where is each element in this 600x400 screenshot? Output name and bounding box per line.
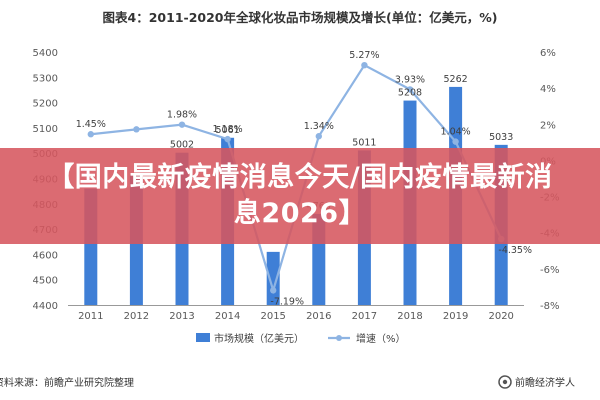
x-tick-label: 2014 <box>215 311 240 322</box>
x-tick-label: 2020 <box>488 311 513 322</box>
x-tick-label: 2019 <box>443 311 468 322</box>
data-label: 1.18% <box>213 124 243 135</box>
data-label: 1.98% <box>167 110 197 121</box>
y-left-tick-label: 4600 <box>33 250 58 261</box>
legend-swatch-bar <box>196 333 210 342</box>
growth-point <box>224 135 231 143</box>
data-label: 5033 <box>489 132 513 143</box>
y-left-tick-label: 5200 <box>33 99 58 110</box>
data-label: -7.19% <box>270 296 304 307</box>
growth-point <box>406 86 414 93</box>
x-tick-label: 2018 <box>397 311 422 322</box>
x-tick-label: 2011 <box>78 311 103 322</box>
y-left-tick-label: 4400 <box>33 301 58 312</box>
growth-point <box>361 61 368 69</box>
overlay-banner: 【国内最新疫情消息今天/国内疫情最新消息2026】 <box>0 148 600 244</box>
source-note: 资料来源：前瞻产业研究院整理 <box>0 376 134 389</box>
data-label: 5011 <box>352 137 376 148</box>
data-label: 5061 <box>216 125 240 136</box>
x-tick-label: 2013 <box>169 311 194 322</box>
data-label: 1.04% <box>441 127 471 138</box>
brand-logo: 前瞻经济学人 <box>498 375 575 389</box>
data-label: 5002 <box>170 140 194 151</box>
y-right-tick-label: 2% <box>540 120 556 131</box>
data-label: -4.35% <box>498 245 532 256</box>
brand-name: 前瞻经济学人 <box>515 376 575 389</box>
y-right-tick-label: -8% <box>540 301 559 312</box>
growth-point <box>133 126 140 133</box>
legend-label: 市场规模（亿美元） <box>214 332 304 345</box>
legend-swatch-point <box>336 335 342 341</box>
x-tick-label: 2012 <box>124 311 149 322</box>
legend-label: 增速（%） <box>356 332 406 345</box>
y-left-tick-label: 4500 <box>33 276 58 287</box>
y-left-tick-label: 5300 <box>33 73 58 84</box>
growth-point <box>315 133 322 140</box>
y-left-tick-label: 5400 <box>33 48 58 59</box>
y-right-tick-label: 6% <box>540 48 556 59</box>
y-right-tick-label: 4% <box>540 84 556 95</box>
data-label: 5262 <box>444 74 468 85</box>
data-label: 3.93% <box>395 74 425 85</box>
x-tick-label: 2015 <box>260 311 285 322</box>
chart-title: 图表4：2011-2020年全球化妆品市场规模及增长(单位：亿美元，%) <box>103 10 498 25</box>
data-label: 5208 <box>398 88 422 99</box>
y-right-tick-label: -6% <box>540 265 559 276</box>
growth-point <box>178 121 186 128</box>
data-label: 1.34% <box>304 121 334 132</box>
growth-point <box>270 287 277 294</box>
data-label: 5.27% <box>349 50 379 61</box>
x-tick-label: 2017 <box>352 311 377 322</box>
data-label: 1.45% <box>76 119 106 130</box>
x-tick-label: 2016 <box>306 311 331 322</box>
y-left-tick-label: 5100 <box>33 124 58 135</box>
growth-point <box>452 138 459 145</box>
overlay-headline: 【国内最新疫情消息今天/国内疫情最新消息2026】 <box>47 162 553 229</box>
bar <box>266 251 280 305</box>
growth-point <box>87 131 95 138</box>
